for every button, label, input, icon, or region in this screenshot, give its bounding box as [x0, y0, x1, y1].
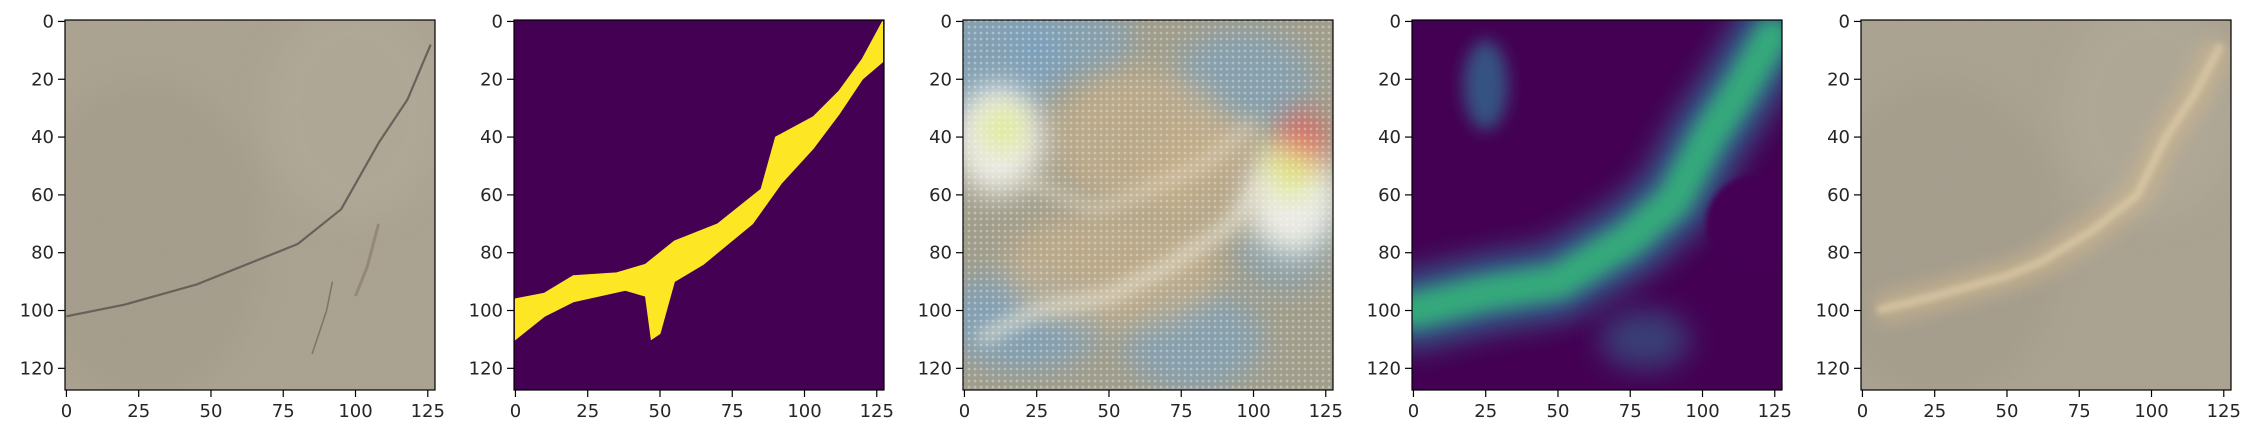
photo-texture	[65, 20, 435, 390]
y-tick-label: 0	[492, 11, 503, 32]
y-tick-label: 20	[480, 69, 503, 90]
y-tick-label: 40	[31, 127, 54, 148]
panel-image-1	[65, 20, 435, 390]
x-tick-label: 75	[1619, 401, 1642, 422]
x-tick-label: 25	[1025, 401, 1048, 422]
y-tick-label: 120	[918, 358, 952, 379]
panel-image-5	[1861, 20, 2231, 390]
mask-background	[514, 20, 884, 390]
y-tick-label: 100	[469, 301, 503, 322]
x-tick-label: 100	[2134, 401, 2168, 422]
axes-frame	[1411, 19, 1783, 391]
x-tick-label: 50	[200, 401, 223, 422]
y-tick-label: 20	[1378, 69, 1401, 90]
x-tick-label: 50	[649, 401, 672, 422]
x-tick-label: 0	[1857, 401, 1868, 422]
y-tick-label: 60	[1378, 185, 1401, 206]
x-tick-label: 0	[1408, 401, 1419, 422]
panel-5: 0 25 50 75 100 125 0 20 40 60 80 100 120	[1816, 11, 2241, 422]
y-tick-label: 0	[1839, 11, 1850, 32]
y-tick-label: 0	[43, 11, 54, 32]
y-tick-label: 100	[1367, 301, 1401, 322]
y-tick-label: 100	[918, 301, 952, 322]
y-tick-label: 100	[20, 301, 54, 322]
panel-2: 0 25 50 75 100 125 0 20 40 60 80 100 120	[469, 11, 894, 422]
y-tick-label: 80	[1827, 243, 1850, 264]
crack-branch	[354, 223, 381, 297]
panel-4: 0 25 50 75 100 125 0 20 40 60 80 100 120	[1367, 11, 1792, 422]
axes-frame	[1860, 19, 2232, 391]
x-tick-label: 75	[1170, 401, 1193, 422]
y-tick-label: 20	[1827, 69, 1850, 90]
y-tick-label: 120	[1367, 358, 1401, 379]
x-tick-label: 125	[860, 401, 894, 422]
panel-1: 0 25 50 75 100 125 0 20 40 60 80 100 120	[20, 11, 445, 422]
x-tick-label: 125	[411, 401, 445, 422]
x-tick-label: 125	[2207, 401, 2241, 422]
y-tick-label: 120	[20, 358, 54, 379]
y-tick-label: 80	[31, 243, 54, 264]
crack-mask	[514, 21, 884, 341]
panel-image-3	[963, 20, 1333, 390]
y-tick-label: 40	[480, 127, 503, 148]
x-tick-label: 50	[1547, 401, 1570, 422]
probability-core	[1412, 20, 1782, 328]
y-tick-label: 40	[1827, 127, 1850, 148]
axes-frame	[64, 19, 436, 391]
y-tick-label: 60	[31, 185, 54, 206]
crack-branch	[311, 281, 334, 355]
x-tick-label: 50	[1996, 401, 2019, 422]
probability-spot	[1599, 309, 1690, 370]
y-tick-label: 20	[929, 69, 952, 90]
y-tick-label: 0	[1390, 11, 1401, 32]
y-tick-label: 60	[1827, 185, 1850, 206]
y-tick-label: 60	[480, 185, 503, 206]
x-tick-label: 100	[1236, 401, 1270, 422]
probability-spot	[1463, 40, 1508, 131]
x-tick-label: 0	[510, 401, 521, 422]
axes-frame	[513, 19, 885, 391]
activation-texture	[963, 20, 1333, 390]
x-tick-label: 25	[1923, 401, 1946, 422]
y-tick-label: 100	[1816, 301, 1850, 322]
panel-image-2	[514, 20, 884, 390]
x-tick-label: 75	[272, 401, 295, 422]
x-tick-label: 125	[1309, 401, 1343, 422]
x-tick-label: 0	[959, 401, 970, 422]
y-tick-label: 80	[929, 243, 952, 264]
x-tick-label: 75	[2068, 401, 2091, 422]
y-tick-label: 80	[1378, 243, 1401, 264]
y-tick-label: 80	[480, 243, 503, 264]
x-tick-label: 25	[127, 401, 150, 422]
x-tick-label: 100	[338, 401, 372, 422]
photo-texture	[1861, 20, 2231, 390]
x-tick-label: 75	[721, 401, 744, 422]
x-tick-label: 25	[1474, 401, 1497, 422]
panel-3: 0 25 50 75 100 125 0 20 40 60 80 100 120	[918, 11, 1343, 422]
overlay-core	[1875, 42, 2225, 315]
x-tick-label: 100	[1685, 401, 1719, 422]
panel-image-4	[1412, 20, 1782, 390]
x-tick-label: 125	[1758, 401, 1792, 422]
y-tick-label: 60	[929, 185, 952, 206]
x-tick-label: 100	[787, 401, 821, 422]
x-tick-label: 25	[576, 401, 599, 422]
axes-frame	[962, 19, 1334, 391]
y-tick-label: 120	[1816, 358, 1850, 379]
y-tick-label: 0	[941, 11, 952, 32]
x-tick-label: 50	[1098, 401, 1121, 422]
y-tick-label: 40	[929, 127, 952, 148]
y-tick-label: 40	[1378, 127, 1401, 148]
probability-hole	[1706, 175, 1782, 272]
y-tick-label: 20	[31, 69, 54, 90]
x-tick-label: 0	[61, 401, 72, 422]
crack-line	[66, 44, 432, 318]
y-tick-label: 120	[469, 358, 503, 379]
